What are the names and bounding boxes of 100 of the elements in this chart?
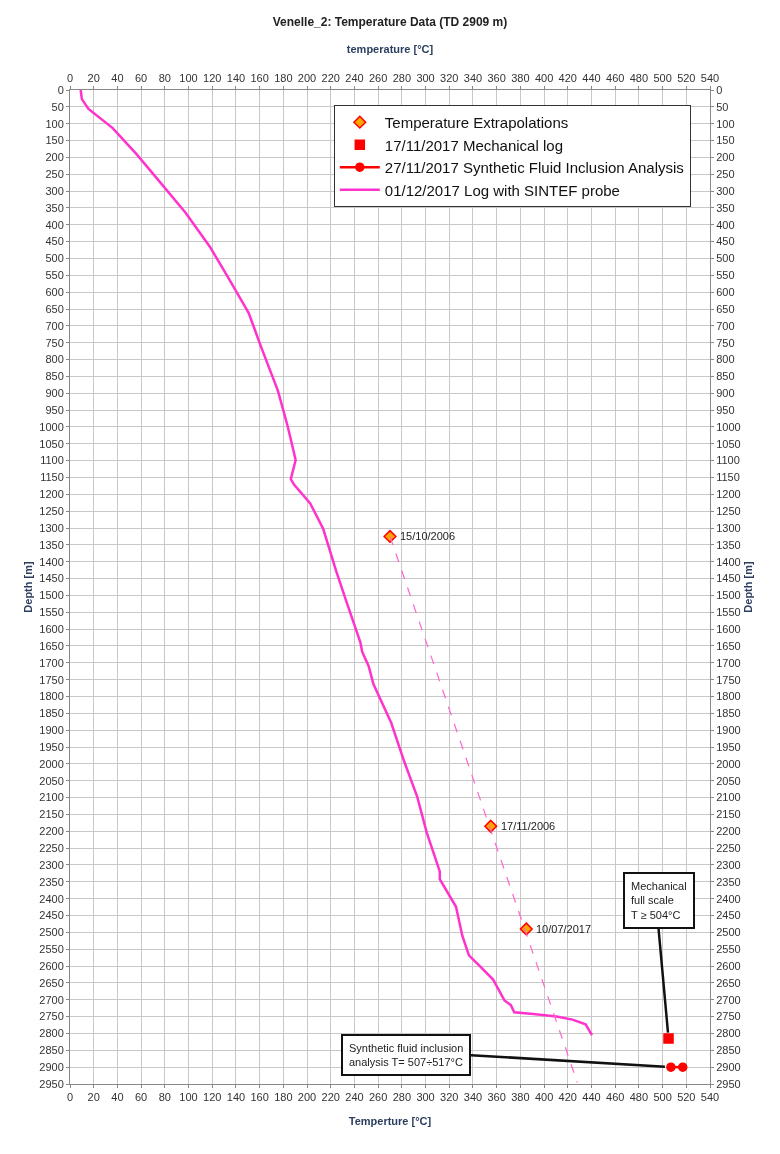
y2-tick-label: 1150 xyxy=(716,471,740,484)
y2-tick-label: 2100 xyxy=(716,791,741,804)
y-tick-label: 2900 xyxy=(39,1061,64,1073)
point xyxy=(663,1033,674,1044)
x2-tick-label: 380 xyxy=(511,1091,530,1104)
x-tick-label: 100 xyxy=(179,71,198,84)
y-tick-label: 800 xyxy=(45,353,64,366)
x2-tick-label: 360 xyxy=(487,1091,506,1104)
x-tick-label: 20 xyxy=(87,71,100,84)
y-tick-label: 2600 xyxy=(39,959,64,972)
x-tick-label: 40 xyxy=(111,71,124,84)
y2-tick-label: 250 xyxy=(716,168,735,181)
y2-tick-label: 1850 xyxy=(716,707,741,720)
y-tick-label: 50 xyxy=(51,100,64,113)
x2-tick-label: 440 xyxy=(582,1091,601,1104)
legend-label: 17/11/2017 Mechanical log xyxy=(384,136,563,154)
y2-tick-label: 1900 xyxy=(716,724,741,737)
y-tick-label: 1600 xyxy=(39,622,64,635)
x2-tick-label: 420 xyxy=(558,1091,577,1104)
x2-tick-label: 20 xyxy=(87,1091,100,1104)
y2-tick-label: 2800 xyxy=(716,1027,741,1040)
x2-tick-label: 140 xyxy=(226,1091,246,1104)
y2-tick-label: 100 xyxy=(716,117,735,130)
y-tick-label: 950 xyxy=(45,403,64,416)
y2-tick-label: 2750 xyxy=(716,1010,741,1023)
legend-label: 27/11/2017 Synthetic Fluid Inclusion Analysis xyxy=(384,159,684,177)
x2-tick-label: 500 xyxy=(653,1091,672,1104)
y-tick-label: 750 xyxy=(45,336,64,349)
x-tick-label: 460 xyxy=(606,71,625,84)
y-tick-label: 2050 xyxy=(39,774,64,787)
x2-tick-label: 480 xyxy=(629,1091,649,1104)
y-tick-label: 100 xyxy=(45,117,64,130)
y2-tick-label: 1950 xyxy=(716,740,741,753)
annotation: 10/07/2017 xyxy=(536,923,592,935)
y2-tick-label: 1300 xyxy=(716,521,741,534)
y2-tick-label: 800 xyxy=(716,353,735,366)
y-tick-label: 2550 xyxy=(39,943,64,956)
y2-tick-label: 2200 xyxy=(716,825,741,838)
x-tick-label: 260 xyxy=(368,71,388,84)
y-tick-label: 1500 xyxy=(39,589,64,602)
x2-axis-title: temperature [°C] xyxy=(346,43,434,56)
y2-tick-label: 1450 xyxy=(716,572,741,585)
x2-tick-label: 0 xyxy=(66,1091,74,1104)
x2-tick-label: 460 xyxy=(606,1091,625,1104)
x2-tick-label: 300 xyxy=(416,1091,435,1104)
y2-tick-label: 2300 xyxy=(716,858,741,871)
y2-tick-label: 900 xyxy=(716,387,735,400)
legend-label: Temperature Extrapolations xyxy=(384,114,569,132)
y-tick-label: 2800 xyxy=(39,1027,64,1040)
y2-tick-label: 2950 xyxy=(716,1077,741,1090)
y2-tick-label: 1050 xyxy=(716,437,741,450)
x-tick-label: 160 xyxy=(250,71,269,84)
x2-tick-label: 200 xyxy=(297,1091,317,1104)
y2-tick-label: 2400 xyxy=(716,892,741,905)
y2-tick-label: 2700 xyxy=(716,993,741,1006)
y-tick-label: 500 xyxy=(45,252,64,265)
x-tick-label: 340 xyxy=(463,71,483,84)
y-tick-label: 1000 xyxy=(39,420,64,433)
y2-tick-label: 300 xyxy=(716,184,735,197)
x2-tick-label: 80 xyxy=(158,1091,171,1104)
x-tick-label: 120 xyxy=(203,71,222,84)
y-tick-label: 200 xyxy=(45,151,64,164)
x-tick-label: 220 xyxy=(321,71,340,84)
y-axis-title: Depth [m] xyxy=(21,561,34,613)
x2-tick-label: 160 xyxy=(250,1091,269,1104)
y-tick-label: 2650 xyxy=(39,976,64,989)
y-tick-label: 1450 xyxy=(39,572,64,585)
x-tick-label: 360 xyxy=(487,71,506,84)
y-tick-label: 0 xyxy=(57,83,64,96)
y-tick-label: 2150 xyxy=(39,808,64,821)
x-tick-label: 400 xyxy=(534,71,554,84)
y2-tick-label: 2000 xyxy=(716,757,741,770)
y2-tick-label: 700 xyxy=(716,319,735,332)
y2-tick-label: 500 xyxy=(716,252,735,265)
y-tick-label: 1750 xyxy=(39,673,64,686)
x2-tick-label: 180 xyxy=(274,1091,293,1104)
y-tick-label: 600 xyxy=(45,286,64,299)
y2-tick-label: 400 xyxy=(716,218,735,231)
point xyxy=(666,1062,676,1072)
y2-tick-label: 750 xyxy=(716,336,735,349)
y-tick-label: 1800 xyxy=(39,690,64,703)
y2-tick-label: 1650 xyxy=(716,639,741,652)
y-tick-label: 1950 xyxy=(39,740,64,753)
y-tick-label: 2100 xyxy=(39,791,64,804)
y2-tick-label: 1400 xyxy=(716,555,741,568)
x2-tick-label: 40 xyxy=(111,1091,124,1104)
y2-tick-label: 50 xyxy=(716,100,729,113)
chart-title: Venelle_2: Temperature Data (TD 2909 m) xyxy=(272,14,508,29)
y-tick-label: 1050 xyxy=(39,437,64,450)
y-tick-label: 850 xyxy=(45,370,64,383)
y2-tick-label: 1750 xyxy=(716,673,741,686)
y-tick-label: 2350 xyxy=(39,875,64,888)
y2-tick-label: 150 xyxy=(716,134,735,147)
x-tick-label: 280 xyxy=(392,71,412,84)
x-tick-label: 60 xyxy=(134,71,148,84)
y2-tick-label: 1200 xyxy=(716,488,741,501)
y2-tick-label: 1500 xyxy=(716,589,741,602)
y2-tick-label: 2050 xyxy=(716,774,741,787)
y2-tick-label: 2600 xyxy=(716,959,741,972)
legend-label: 01/12/2017 Log with SINTEF probe xyxy=(384,181,620,199)
